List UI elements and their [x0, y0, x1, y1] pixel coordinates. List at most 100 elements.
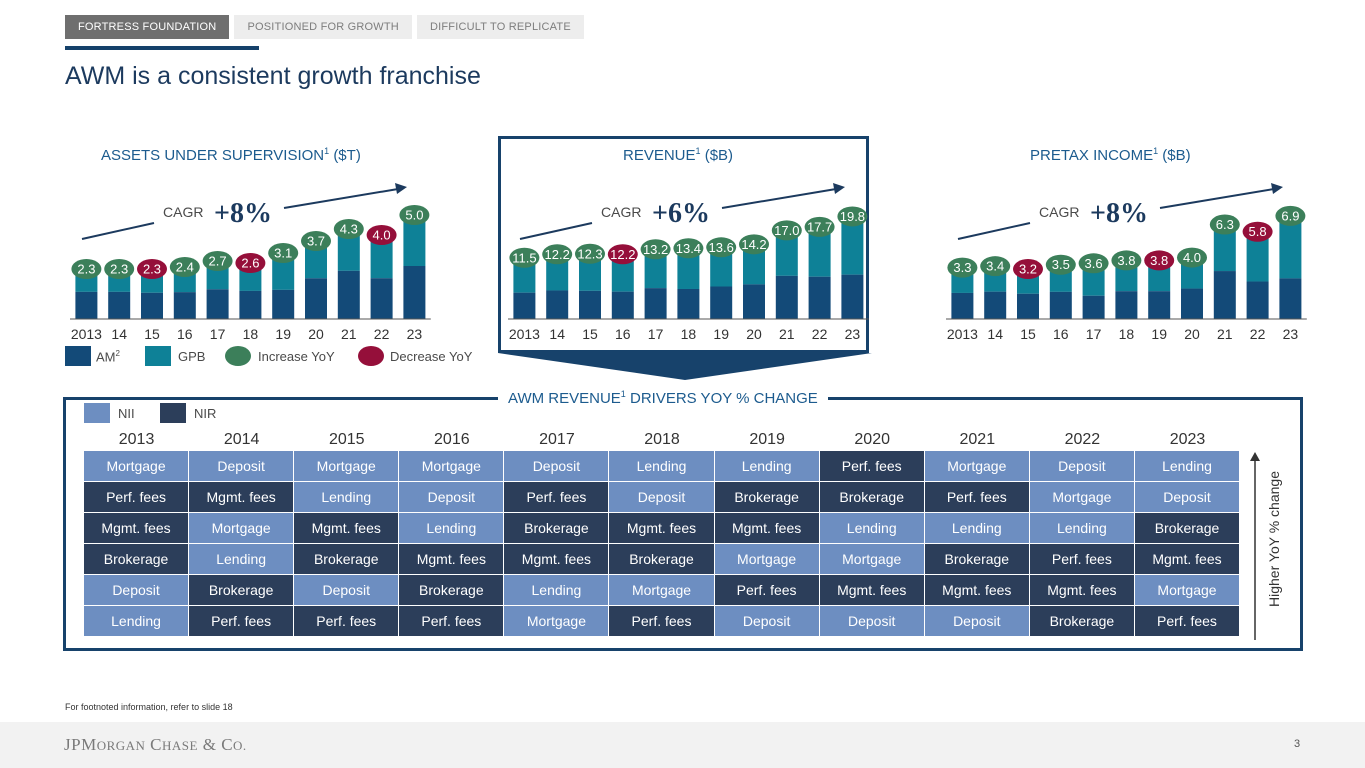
footnote: For footnoted information, refer to slid…: [65, 702, 233, 712]
aus-cagr-line-left: [81, 222, 155, 240]
pretax-tick-label-7: 20: [1184, 326, 1200, 342]
aus-bar-am-9: [370, 278, 393, 319]
driver-cell: Mgmt. fees: [924, 575, 1030, 606]
revenue-chart: CAGR +6% 11.5 2013 12.2 14 12.3 15 12.2 16 13.2 17 1…: [508, 183, 869, 342]
revenue-bar-gpb-1: [546, 258, 569, 291]
tab-fortress-foundation[interactable]: FORTRESS FOUNDATION: [65, 15, 230, 39]
revenue-bar-am-3: [611, 291, 634, 319]
revenue-bar-am-2: [579, 290, 601, 319]
driver-cell: Perf. fees: [504, 482, 610, 513]
revenue-yoy-bubble-1: [542, 244, 573, 265]
year-header-2018: 2018: [644, 431, 680, 448]
aus-yoy-bubble-1: [104, 259, 135, 279]
revenue-cagr-line-right: [721, 188, 837, 209]
revenue-yoy-bubble-2: [575, 243, 605, 264]
driver-cell: Mgmt. fees: [1029, 575, 1135, 606]
driver-cell: Deposit: [609, 482, 715, 513]
driver-cell: Deposit: [714, 606, 820, 637]
year-header-2013: 2013: [118, 431, 155, 448]
aus-bar-am-6: [272, 289, 295, 319]
pretax-tick-label-9: 22: [1250, 326, 1266, 342]
revenue-data-label-5: 13.4: [676, 241, 701, 256]
legend-am-swatch: [65, 346, 91, 366]
pretax-bar-gpb-4: [1082, 267, 1105, 296]
driver-cell: Mortgage: [924, 451, 1030, 482]
driver-cell: Lending: [819, 513, 925, 544]
pretax-cagr-line-right: [1159, 188, 1275, 209]
jpmorgan-logo: JPMORGAN CHASE & CO.: [64, 735, 247, 754]
pretax-data-label-3: 3.5: [1052, 257, 1070, 272]
revenue-yoy-bubble-6: [706, 237, 737, 258]
revenue-title-unit: ($B): [704, 147, 734, 164]
driver-cell: Deposit: [1134, 482, 1241, 513]
pretax-data-label-9: 5.8: [1249, 224, 1267, 239]
pretax-yoy-bubble-10: [1275, 205, 1306, 226]
revenue-yoy-bubble-8: [771, 220, 802, 241]
aus-bar-am-3: [173, 292, 196, 319]
tab-positioned-for-growth[interactable]: POSITIONED FOR GROWTH: [234, 15, 412, 39]
driver-cell: Mgmt. fees: [819, 575, 925, 606]
aus-cagr-arrowhead: [395, 183, 407, 194]
driver-cell: Mortgage: [714, 544, 820, 575]
pretax-bar-am-1: [984, 291, 1007, 319]
aus-data-label-0: 2.3: [77, 262, 95, 277]
pretax-bar-gpb-10: [1279, 219, 1302, 279]
pretax-tick-label-1: 14: [987, 326, 1003, 342]
aus-bar-am-8: [337, 270, 360, 319]
pretax-bar-gpb-0: [951, 271, 974, 293]
aus-bar-am-2: [141, 292, 163, 319]
driver-cell: Perf. fees: [1029, 544, 1135, 575]
pretax-cagr-line-left: [957, 222, 1031, 240]
revenue-data-label-3: 12.2: [610, 247, 635, 262]
aus-cagr-value: +8%: [214, 198, 272, 229]
pretax-bar-am-10: [1279, 278, 1302, 319]
revenue-bar-gpb-8: [775, 234, 798, 276]
pretax-bar-am-4: [1082, 295, 1105, 319]
driver-cell: Lending: [84, 606, 190, 637]
aus-bar-am-1: [108, 291, 131, 319]
revenue-tick-label-1: 14: [549, 326, 565, 342]
aus-title-text: ASSETS UNDER SUPERVISION: [101, 147, 325, 164]
year-header-2015: 2015: [328, 431, 365, 448]
pretax-yoy-bubble-9: [1242, 221, 1273, 242]
aus-tick-label-6: 19: [275, 326, 291, 342]
aus-bar-am-7: [305, 278, 327, 319]
driver-cell: Mgmt. fees: [1134, 544, 1241, 575]
pretax-data-label-1: 3.4: [986, 259, 1004, 274]
driver-cell: Mgmt. fees: [609, 513, 715, 544]
driver-cell: Perf. fees: [819, 451, 925, 482]
year-header-2022: 2022: [1064, 431, 1101, 448]
pretax-tick-label-0: 2013: [947, 326, 978, 342]
revenue-bar-gpb-7: [743, 248, 765, 285]
drivers-row-2: Perf. fees Mgmt. fees Lending Deposit Perf. …: [84, 482, 1241, 513]
revenue-tick-label-6: 19: [713, 326, 729, 342]
aus-yoy-bubble-5: [235, 253, 266, 273]
pretax-tick-label-8: 21: [1217, 326, 1233, 342]
revenue-bar-am-10: [841, 274, 864, 319]
aus-bar-gpb-9: [370, 239, 393, 279]
pretax-tick-label-3: 16: [1053, 326, 1069, 342]
driver-cell: Deposit: [399, 482, 505, 513]
revenue-tick-label-10: 23: [845, 326, 861, 342]
revenue-bar-am-8: [775, 275, 798, 319]
drivers-row-3: Mgmt. fees Mortgage Mgmt. fees Lending Broke…: [84, 513, 1241, 544]
revenue-cagr-arrowhead: [833, 183, 845, 194]
pretax-bar-gpb-8: [1213, 228, 1236, 272]
aus-title-unit: ($T): [333, 147, 361, 164]
pretax-tick-label-6: 19: [1151, 326, 1167, 342]
aus-tick-label-0: 2013: [71, 326, 102, 342]
revenue-bar-am-9: [808, 276, 831, 319]
pretax-bar-am-7: [1181, 288, 1203, 319]
revenue-cagr-label: CAGR: [601, 204, 641, 220]
pretax-yoy-bubble-2: [1013, 259, 1043, 280]
revenue-tick-label-3: 16: [615, 326, 631, 342]
revenue-yoy-bubble-10: [837, 206, 868, 227]
pretax-yoy-bubble-0: [947, 257, 978, 278]
aus-tick-label-7: 20: [308, 326, 324, 342]
revenue-tick-label-2: 15: [582, 326, 598, 342]
aus-data-label-1: 2.3: [110, 262, 128, 277]
tab-difficult-to-replicate[interactable]: DIFFICULT TO REPLICATE: [416, 15, 584, 39]
driver-cell: Mortgage: [1134, 575, 1241, 606]
driver-cell: Mgmt. fees: [714, 513, 820, 544]
driver-cell: Mortgage: [504, 606, 610, 637]
